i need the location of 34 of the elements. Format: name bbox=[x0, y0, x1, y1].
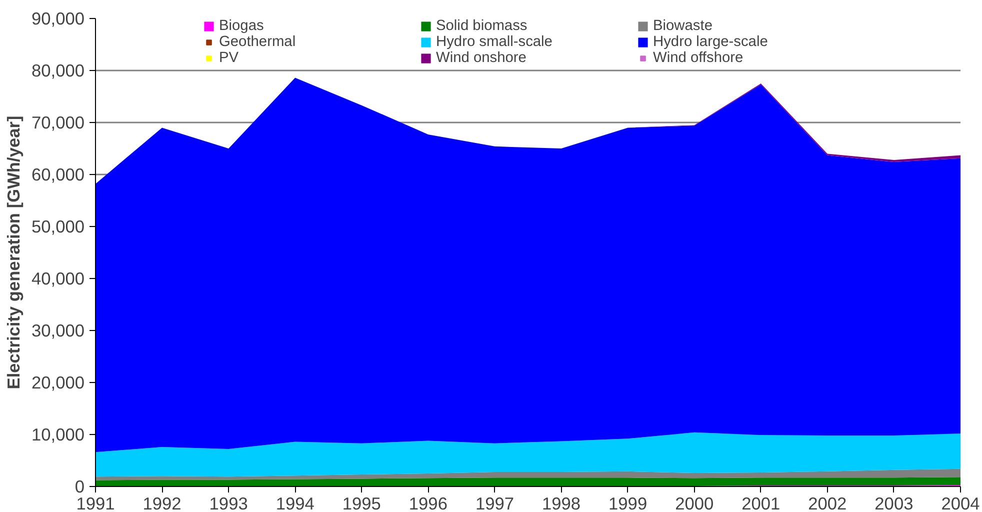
y-tick-label: 0 bbox=[74, 476, 85, 496]
legend-label: Biogas bbox=[219, 18, 265, 34]
legend-label: Hydro small-scale bbox=[436, 34, 554, 50]
x-tick-label: 2003 bbox=[874, 494, 914, 512]
x-tick-label: 1993 bbox=[209, 494, 248, 512]
legend-label: Hydro large-scale bbox=[653, 34, 769, 50]
legend-label: Wind offshore bbox=[653, 50, 744, 66]
y-tick-label: 80,000 bbox=[32, 60, 84, 80]
x-tick-label: 1995 bbox=[342, 494, 381, 512]
x-tick-label: 2004 bbox=[941, 494, 980, 512]
x-tick-label: 2002 bbox=[808, 494, 847, 512]
y-tick-label: 70,000 bbox=[32, 112, 84, 132]
x-tick-label: 1998 bbox=[542, 494, 581, 512]
x-tick-label: 1994 bbox=[276, 494, 315, 512]
legend-label: Solid biomass bbox=[436, 18, 528, 34]
y-tick-label: 30,000 bbox=[32, 320, 84, 340]
y-tick-label: 50,000 bbox=[32, 216, 84, 236]
y-tick-label: 10,000 bbox=[32, 424, 84, 444]
legend-label: Wind onshore bbox=[436, 50, 528, 66]
x-tick-label: 2001 bbox=[742, 494, 780, 512]
x-tick-label: 1996 bbox=[408, 494, 448, 512]
y-tick-label: 20,000 bbox=[32, 372, 84, 392]
legend-label: Biowaste bbox=[653, 18, 714, 34]
y-axis-title: Electricity generation [GWh/year] bbox=[4, 116, 24, 390]
legend-label: PV bbox=[219, 50, 240, 66]
x-tick-label: 1992 bbox=[142, 494, 182, 512]
x-tick-label: 1997 bbox=[475, 494, 514, 512]
legend-label: Geothermal bbox=[219, 34, 297, 50]
x-tick-label: 1991 bbox=[76, 494, 115, 512]
x-tick-label: 2000 bbox=[675, 494, 714, 512]
x-tick-label: 1999 bbox=[608, 494, 648, 512]
y-tick-label: 60,000 bbox=[32, 164, 84, 184]
y-tick-label: 90,000 bbox=[32, 8, 84, 28]
y-tick-label: 40,000 bbox=[32, 268, 84, 288]
